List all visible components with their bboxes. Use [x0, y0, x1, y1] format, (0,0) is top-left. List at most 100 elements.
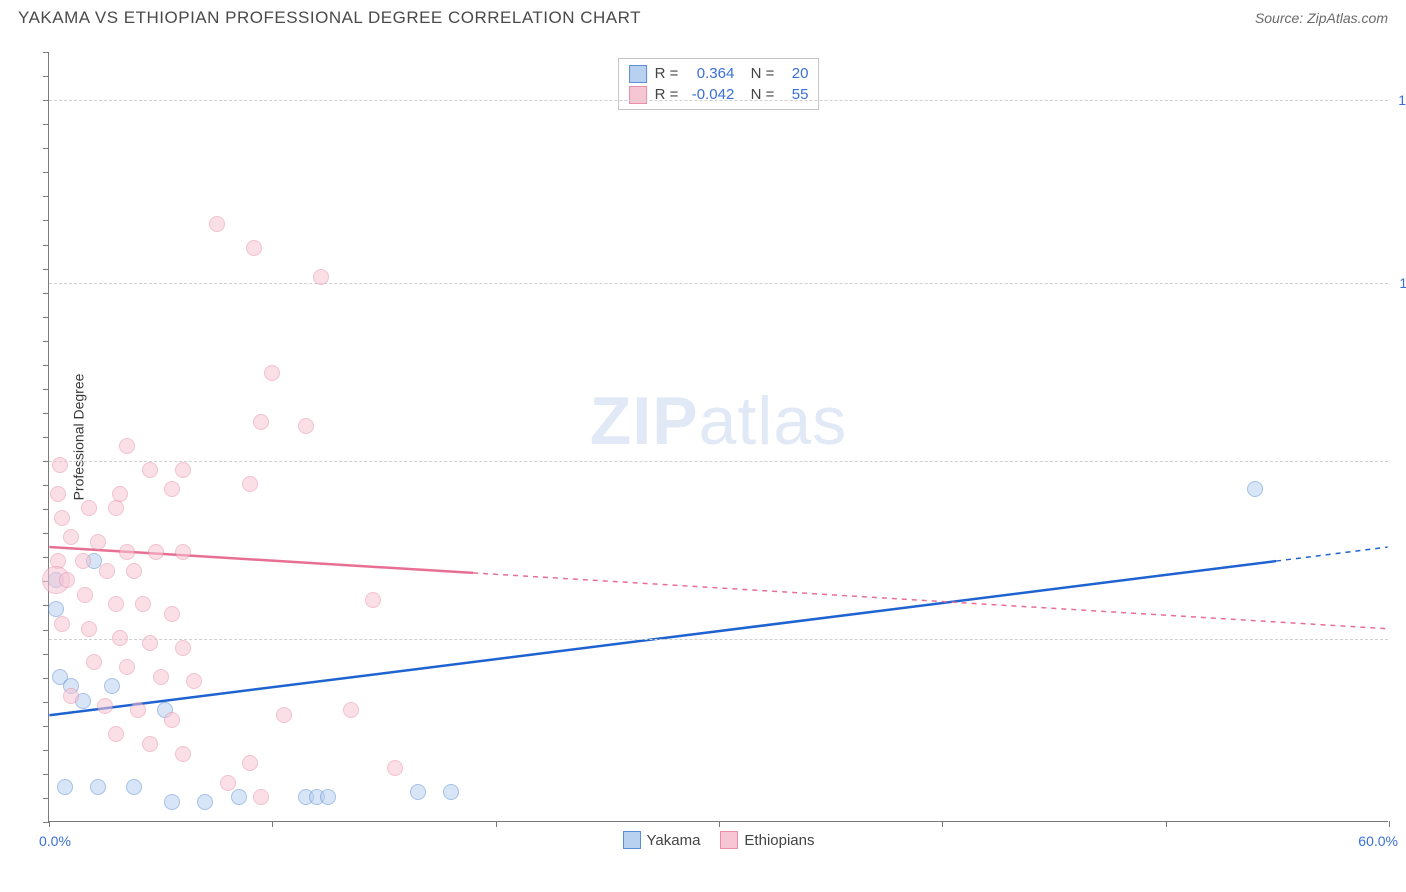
data-point	[90, 534, 106, 550]
stat-n-value: 20	[782, 63, 808, 84]
y-tick	[43, 341, 49, 342]
y-tick	[43, 630, 49, 631]
watermark-zip: ZIP	[590, 383, 699, 459]
y-tick	[43, 533, 49, 534]
data-point	[52, 457, 68, 473]
data-point	[77, 587, 93, 603]
stat-n-label: N =	[742, 84, 774, 105]
legend-label: Ethiopians	[744, 832, 814, 849]
data-point	[119, 659, 135, 675]
stat-n-value: 55	[782, 84, 808, 105]
data-point	[164, 481, 180, 497]
data-point	[253, 414, 269, 430]
y-tick	[43, 557, 49, 558]
data-point	[164, 606, 180, 622]
data-point	[197, 794, 213, 810]
y-tick	[43, 702, 49, 703]
data-point	[135, 596, 151, 612]
data-point	[86, 654, 102, 670]
data-point	[54, 510, 70, 526]
stat-r-value: 0.364	[686, 63, 734, 84]
gridline	[49, 461, 1388, 462]
stat-r-label: R =	[655, 63, 679, 84]
data-point	[164, 794, 180, 810]
data-point	[57, 779, 73, 795]
data-point	[50, 486, 66, 502]
data-point	[81, 500, 97, 516]
x-tick	[49, 821, 50, 827]
data-point	[313, 269, 329, 285]
data-point	[253, 789, 269, 805]
y-tick	[43, 461, 49, 462]
y-tick	[43, 196, 49, 197]
data-point	[175, 640, 191, 656]
gridline	[49, 100, 1388, 101]
data-point	[186, 673, 202, 689]
data-point	[365, 592, 381, 608]
y-tick	[43, 245, 49, 246]
y-tick	[43, 389, 49, 390]
data-point	[220, 775, 236, 791]
data-point	[231, 789, 247, 805]
source-label: Source: ZipAtlas.com	[1255, 10, 1388, 26]
gridline	[49, 283, 1388, 284]
data-point	[97, 698, 113, 714]
data-point	[119, 438, 135, 454]
y-axis-title: Professional Degree	[70, 373, 86, 500]
legend-swatch	[629, 65, 647, 83]
data-point	[1247, 481, 1263, 497]
y-tick	[43, 293, 49, 294]
data-point	[320, 789, 336, 805]
y-tick	[43, 76, 49, 77]
data-point	[126, 563, 142, 579]
y-tick	[43, 317, 49, 318]
y-tick	[43, 124, 49, 125]
data-point	[142, 462, 158, 478]
stat-n-label: N =	[742, 63, 774, 84]
data-point	[108, 726, 124, 742]
data-point	[142, 736, 158, 752]
y-tick	[43, 678, 49, 679]
stat-r-label: R =	[655, 84, 679, 105]
data-point	[209, 216, 225, 232]
chart-area: ZIPatlas Professional Degree R = 0.364 N …	[48, 52, 1388, 822]
gridline	[49, 639, 1388, 640]
y-tick	[43, 798, 49, 799]
data-point	[104, 678, 120, 694]
y-tick	[43, 437, 49, 438]
y-tick	[43, 52, 49, 53]
x-tick	[942, 821, 943, 827]
data-point	[175, 462, 191, 478]
chart-title: YAKAMA VS ETHIOPIAN PROFESSIONAL DEGREE …	[18, 8, 641, 28]
y-tick	[43, 413, 49, 414]
data-point	[130, 702, 146, 718]
data-point	[126, 779, 142, 795]
y-tick	[43, 654, 49, 655]
y-tick-label: 3.8%	[1394, 631, 1406, 647]
trend-line-dashed	[473, 573, 1387, 629]
bottom-legend: YakamaEthiopians	[623, 831, 815, 849]
stats-legend-row: R =-0.042 N =55	[629, 84, 809, 105]
y-tick	[43, 148, 49, 149]
legend-swatch	[720, 831, 738, 849]
y-tick	[43, 100, 49, 101]
trend-lines	[49, 52, 1388, 821]
y-tick	[43, 485, 49, 486]
header: YAKAMA VS ETHIOPIAN PROFESSIONAL DEGREE …	[0, 0, 1406, 32]
y-tick	[43, 750, 49, 751]
data-point	[242, 476, 258, 492]
data-point	[276, 707, 292, 723]
y-tick-label: 15.0%	[1394, 92, 1406, 108]
y-tick	[43, 269, 49, 270]
data-point	[99, 563, 115, 579]
stats-legend: R =0.364 N =20R =-0.042 N =55	[618, 58, 820, 110]
x-axis-min-label: 0.0%	[39, 833, 71, 849]
data-point	[298, 418, 314, 434]
data-point	[175, 746, 191, 762]
data-point	[81, 621, 97, 637]
data-point	[75, 553, 91, 569]
data-point	[153, 669, 169, 685]
y-tick	[43, 509, 49, 510]
watermark-atlas: atlas	[699, 383, 848, 459]
data-point	[108, 596, 124, 612]
